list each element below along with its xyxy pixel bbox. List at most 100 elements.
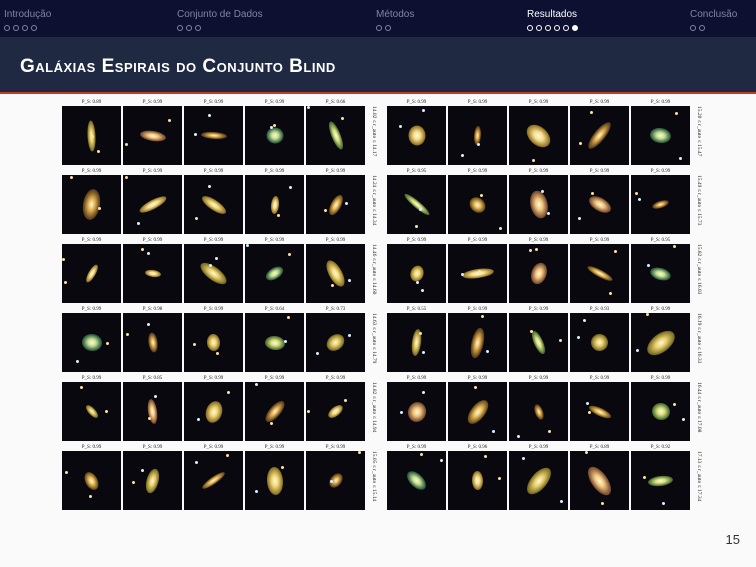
- nav-slide-dot[interactable]: [177, 25, 183, 31]
- star-point: [609, 292, 612, 295]
- galaxy-shape: [522, 463, 555, 498]
- galaxy-image: [387, 175, 446, 234]
- nav-slide-dot[interactable]: [563, 25, 569, 31]
- galaxy-shape: [81, 469, 102, 492]
- star-point: [591, 192, 594, 195]
- spiral-probability-label: P_S: 0.96: [467, 445, 488, 450]
- star-point: [422, 391, 425, 394]
- star-point: [422, 351, 425, 354]
- nav-slide-dot[interactable]: [545, 25, 551, 31]
- star-point: [137, 222, 140, 225]
- nav-section-link[interactable]: Conjunto de Dados: [177, 9, 263, 20]
- magnitude-range-text: 14.46 ≤ r_auto ≤ 14.60: [371, 244, 377, 295]
- galaxy-image: [509, 382, 568, 441]
- star-point: [419, 208, 422, 211]
- star-point: [547, 212, 550, 215]
- nav-section-link[interactable]: Métodos: [376, 9, 415, 20]
- nav-slide-dot[interactable]: [385, 25, 391, 31]
- magnitude-range-label: 15.05 ≤ r_auto ≤ 15.14: [368, 451, 378, 510]
- spiral-probability-label: P_S: 0.99: [650, 169, 671, 174]
- star-point: [64, 281, 67, 284]
- nav-slide-dot[interactable]: [4, 25, 10, 31]
- galaxy-image: [245, 382, 304, 441]
- galaxy-image: [62, 175, 121, 234]
- star-point: [345, 202, 348, 205]
- magnitude-range-label: 16.44 ≤ r_auto ≤ 17.08: [693, 382, 703, 441]
- star-point: [216, 352, 219, 355]
- nav-section-link[interactable]: Introdução: [4, 9, 52, 20]
- galaxy-image: [184, 175, 243, 234]
- nav-slide-dot[interactable]: [186, 25, 192, 31]
- star-point: [324, 209, 327, 212]
- galaxy-shape: [200, 469, 227, 492]
- star-point: [273, 124, 276, 127]
- star-point: [89, 495, 92, 498]
- galaxy-shape: [144, 268, 161, 279]
- spiral-probability-label: P_S: 0.99: [142, 169, 163, 174]
- galaxy-shape: [407, 125, 426, 146]
- spiral-probability-label: P_S: 0.89: [81, 100, 102, 105]
- spiral-probability-label: P_S: 0.99: [589, 238, 610, 243]
- spiral-probability-label: P_S: 0.73: [325, 307, 346, 312]
- nav-slide-dot[interactable]: [554, 25, 560, 31]
- galaxy-shape: [651, 198, 670, 211]
- star-point: [246, 244, 249, 247]
- nav-slide-dot[interactable]: [13, 25, 19, 31]
- nav-slide-dot[interactable]: [572, 25, 578, 31]
- galaxy-shape: [585, 192, 614, 217]
- spiral-probability-label: P_S: 0.99: [325, 445, 346, 450]
- nav-section-link[interactable]: Resultados: [527, 9, 578, 20]
- magnitude-range-text: 15.20 ≤ r_auto ≤ 15.47: [696, 106, 702, 157]
- galaxy-image: [387, 451, 446, 510]
- galaxy-image: [123, 382, 182, 441]
- nav-slide-dot[interactable]: [22, 25, 28, 31]
- star-point: [126, 333, 129, 336]
- star-point: [98, 207, 101, 210]
- spiral-probability-label: P_S: 0.99: [467, 307, 488, 312]
- spiral-probability-label: P_S: 0.95: [650, 238, 671, 243]
- star-point: [679, 157, 682, 160]
- nav-slide-dot[interactable]: [31, 25, 37, 31]
- star-point: [227, 391, 230, 394]
- spiral-probability-label: P_S: 0.99: [528, 376, 549, 381]
- spiral-probability-label: P_S: 0.99: [589, 100, 610, 105]
- nav-slide-dot[interactable]: [376, 25, 382, 31]
- spiral-probability-label: P_S: 0.99: [203, 238, 224, 243]
- magnitude-range-text: 15.05 ≤ r_auto ≤ 15.14: [371, 451, 377, 502]
- spiral-probability-label: P_S: 0.99: [528, 445, 549, 450]
- galaxy-shape: [647, 474, 674, 487]
- slide-title: Galáxias Espirais do Conjunto Blind: [20, 56, 336, 77]
- nav-slide-dot[interactable]: [195, 25, 201, 31]
- nav-slide-dot[interactable]: [699, 25, 705, 31]
- spiral-probability-label: P_S: 0.99: [650, 100, 671, 105]
- galaxy-image: [306, 382, 365, 441]
- galaxy-shape: [585, 263, 614, 284]
- galaxy-shape: [143, 466, 162, 495]
- galaxy-shape: [265, 465, 284, 496]
- nav-slide-dots: [527, 25, 578, 31]
- star-point: [197, 418, 200, 421]
- star-point: [486, 350, 489, 353]
- galaxy-shape: [583, 462, 616, 499]
- star-point: [62, 258, 65, 261]
- nav-section-link[interactable]: Conclusão: [690, 9, 738, 20]
- galaxy-image: [448, 451, 507, 510]
- galaxy-image: [387, 244, 446, 303]
- star-point: [614, 250, 617, 253]
- galaxy-image: [245, 175, 304, 234]
- spiral-probability-label: P_S: 0.89: [589, 445, 610, 450]
- nav-slide-dots: [4, 25, 37, 31]
- spiral-probability-label: P_S: 0.98: [142, 307, 163, 312]
- star-point: [348, 279, 351, 282]
- star-point: [400, 411, 403, 414]
- galaxy-shape: [527, 260, 550, 287]
- spiral-probability-label: P_S: 0.99: [406, 445, 427, 450]
- nav-slide-dot[interactable]: [690, 25, 696, 31]
- galaxy-shape: [466, 193, 489, 216]
- star-point: [215, 257, 218, 260]
- galaxy-shape: [649, 400, 672, 423]
- nav-slide-dot[interactable]: [536, 25, 542, 31]
- spiral-probability-label: P_S: 0.55: [406, 307, 427, 312]
- spiral-probability-label: P_S: 0.99: [264, 376, 285, 381]
- nav-slide-dot[interactable]: [527, 25, 533, 31]
